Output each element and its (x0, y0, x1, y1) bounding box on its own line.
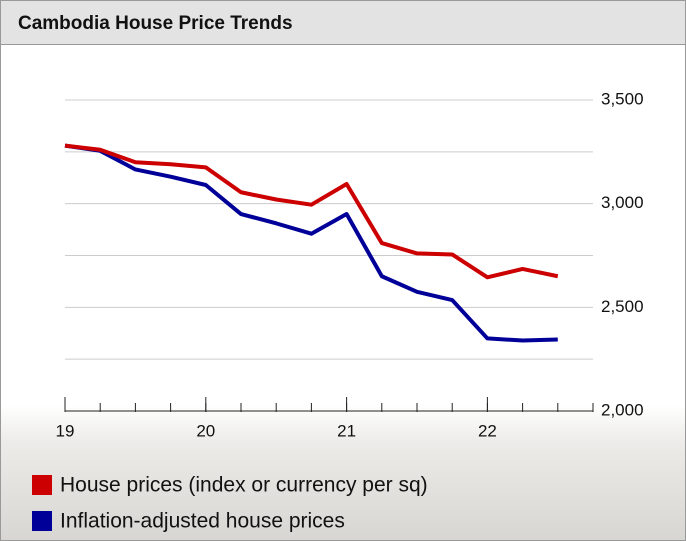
x-tick-label: 21 (337, 421, 356, 440)
y-tick-label: 2,000 (601, 400, 644, 419)
data-line (64, 143, 559, 280)
legend-swatch (32, 511, 52, 531)
y-tick-label: 3,000 (601, 193, 644, 212)
legend-label: Inflation-adjusted house prices (60, 510, 345, 533)
legend-swatch (32, 475, 52, 495)
data-line (64, 143, 558, 343)
x-tick-label: 19 (56, 421, 75, 440)
title-bar (0, 0, 686, 45)
x-tick-label: 22 (478, 421, 497, 440)
chart-title: Cambodia House Price Trends (18, 13, 293, 34)
y-tick-label: 3,500 (601, 89, 644, 108)
x-tick-label: 20 (196, 421, 215, 440)
y-tick-label: 2,500 (601, 297, 644, 316)
legend-label: House prices (index or currency per sq) (60, 474, 428, 497)
